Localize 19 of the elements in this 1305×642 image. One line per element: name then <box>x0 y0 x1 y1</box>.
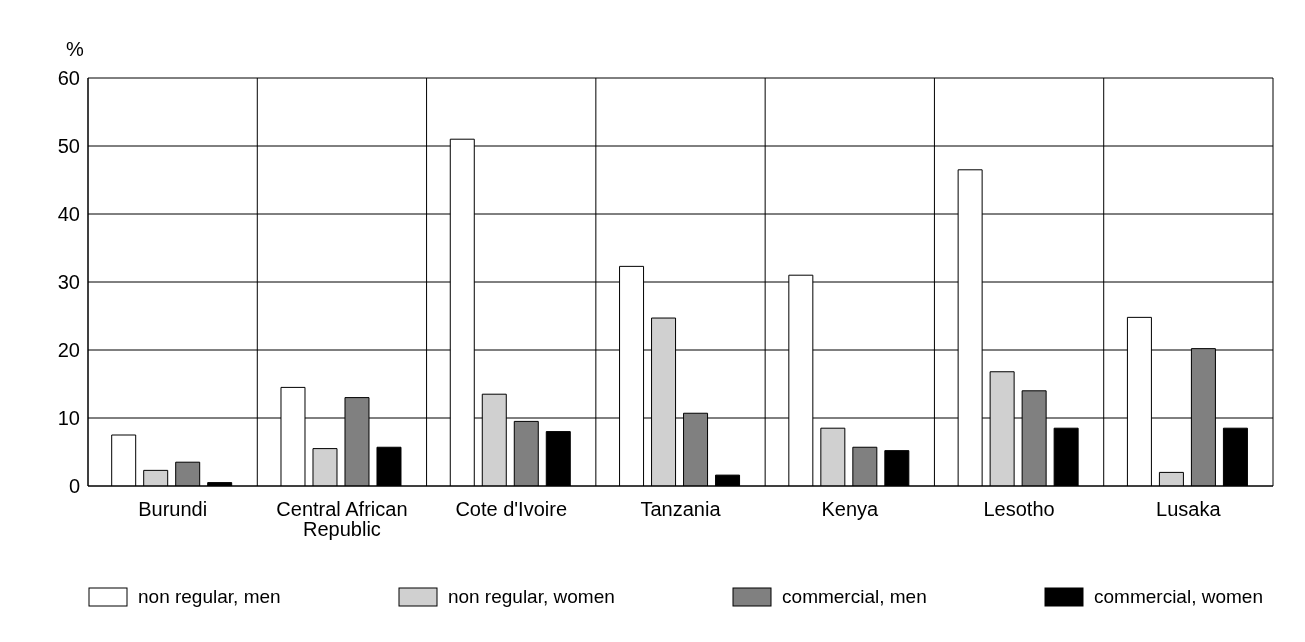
x-tick-label: Lesotho <box>983 498 1055 520</box>
y-tick-label: 0 <box>68 475 80 498</box>
x-tick-label: Tanzania <box>640 498 722 520</box>
y-tick-label: 40 <box>57 203 80 226</box>
y-tick-label: 10 <box>57 407 80 430</box>
y-axis-title: % <box>66 38 84 61</box>
x-tick-label: Central African Republic <box>276 498 408 540</box>
y-tick-label: 30 <box>57 271 80 294</box>
x-tick-label: Cote d'Ivoire <box>455 498 568 520</box>
legend-label: non regular, men <box>138 586 281 608</box>
y-tick-label: 50 <box>57 135 80 158</box>
y-tick-label: 20 <box>57 339 80 362</box>
y-tick-label: 60 <box>57 67 80 90</box>
legend-label: commercial, women <box>1094 586 1263 608</box>
x-tick-label: Burundi <box>138 498 208 520</box>
legend-label: commercial, men <box>782 586 927 608</box>
x-tick-label: Lusaka <box>1156 498 1222 520</box>
x-tick-label: Kenya <box>821 498 880 520</box>
legend-label: non regular, women <box>447 586 615 608</box>
